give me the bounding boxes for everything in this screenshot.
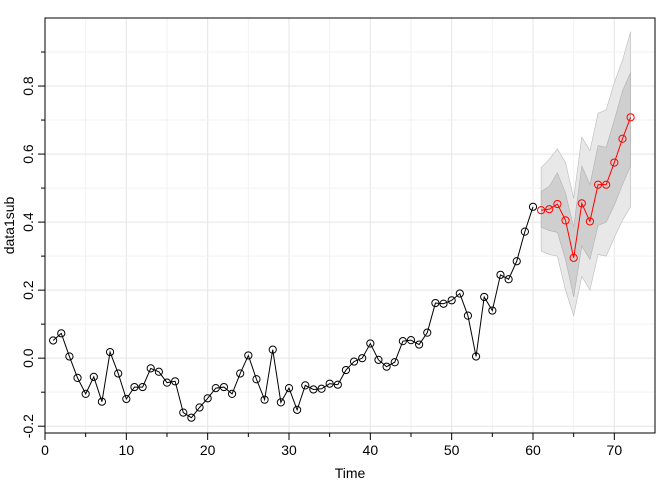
- observed-point: [203, 394, 212, 403]
- observed-point: [49, 336, 58, 345]
- observed-point: [423, 328, 432, 337]
- observed-point: [146, 364, 155, 373]
- observed-line: [52, 206, 534, 419]
- observed-point: [374, 355, 383, 364]
- observed-point: [480, 292, 489, 302]
- plot-frame: [44, 17, 656, 434]
- observed-point: [447, 296, 456, 305]
- forecast-point: [553, 199, 562, 209]
- observed-point: [488, 306, 497, 315]
- observed-point: [398, 337, 407, 346]
- y-tick-label: 0.0: [20, 348, 36, 368]
- forecast-point: [610, 158, 619, 167]
- observed-point: [333, 380, 342, 389]
- x-tick-label: 0: [41, 442, 49, 458]
- observed-point: [415, 340, 424, 349]
- series-points: [49, 113, 635, 422]
- observed-point: [114, 369, 123, 378]
- observed-point: [463, 311, 473, 320]
- forecast-point: [593, 180, 603, 189]
- observed-point: [309, 385, 318, 394]
- observed-point: [520, 227, 529, 236]
- observed-point: [195, 403, 204, 412]
- forecast-point: [585, 217, 595, 226]
- x-tick-label: 20: [200, 442, 216, 458]
- x-tick-label: 10: [119, 442, 135, 458]
- observed-point: [284, 383, 294, 393]
- observed-point: [301, 381, 310, 390]
- observed-point: [219, 382, 229, 392]
- observed-point: [122, 394, 131, 404]
- observed-point: [439, 299, 448, 308]
- y-tick-label: 0.4: [20, 212, 36, 232]
- forecast-point: [618, 134, 627, 143]
- x-tick-label: 40: [363, 442, 379, 458]
- forecast-point: [545, 205, 554, 214]
- observed-point: [382, 362, 391, 371]
- observed-point: [187, 413, 196, 422]
- observed-point: [244, 351, 253, 360]
- observed-point: [130, 382, 139, 392]
- observed-point: [154, 367, 163, 376]
- observed-point: [496, 270, 505, 279]
- observed-point: [260, 395, 269, 404]
- observed-point: [504, 275, 513, 284]
- observed-point: [455, 289, 464, 298]
- observed-point: [227, 389, 237, 398]
- observed-point: [81, 389, 90, 398]
- forecast-point: [577, 199, 586, 208]
- observed-point: [171, 377, 180, 386]
- observed-point: [57, 329, 66, 338]
- observed-point: [73, 373, 82, 382]
- forecast-band-inner: [540, 72, 631, 297]
- observed-point: [236, 369, 245, 378]
- forecast-point: [626, 113, 635, 122]
- observed-point: [162, 378, 172, 387]
- x-axis-title: Time: [335, 465, 366, 480]
- y-tick-label: 0.6: [20, 144, 36, 164]
- forecast-line: [541, 117, 632, 258]
- x-tick-label: 60: [525, 442, 541, 458]
- y-axis-title: data1sub: [1, 196, 17, 254]
- observed-point: [293, 405, 302, 414]
- observed-point: [65, 352, 74, 361]
- forecast-point: [602, 180, 611, 189]
- y-tick-label: 0.2: [20, 280, 36, 300]
- observed-point: [252, 375, 261, 384]
- observed-point: [366, 339, 375, 348]
- y-tick-label: 0.8: [20, 76, 36, 96]
- x-tick-label: 50: [444, 442, 460, 458]
- observed-point: [89, 372, 98, 381]
- observed-point: [512, 257, 521, 266]
- observed-point: [341, 365, 351, 375]
- forecast-point: [537, 206, 546, 215]
- observed-point: [105, 347, 115, 357]
- observed-point: [325, 379, 334, 388]
- observed-point: [349, 357, 359, 366]
- observed-point: [528, 202, 538, 211]
- forecast-point: [561, 216, 570, 225]
- observed-point: [317, 384, 326, 393]
- y-tick-label: -0.2: [20, 414, 36, 438]
- observed-point: [431, 298, 440, 308]
- observed-point: [268, 345, 277, 354]
- observed-point: [211, 383, 220, 393]
- observed-point: [358, 354, 367, 363]
- axes: 0 10 20 30 40 50 60 70 -0.2 0.0 0.2 0.4 0.6 0.8: [20, 51, 623, 458]
- observed-point: [179, 408, 188, 417]
- observed-point: [138, 382, 147, 392]
- x-tick-label: 70: [607, 442, 623, 458]
- observed-point: [471, 352, 481, 361]
- observed-point: [97, 397, 107, 406]
- observed-point: [406, 336, 416, 345]
- observed-point: [276, 398, 285, 407]
- forecast-point: [569, 253, 578, 262]
- forecast-bands: [540, 31, 631, 317]
- x-tick-label: 30: [281, 442, 297, 458]
- series-lines: [52, 117, 632, 419]
- observed-point: [390, 358, 399, 367]
